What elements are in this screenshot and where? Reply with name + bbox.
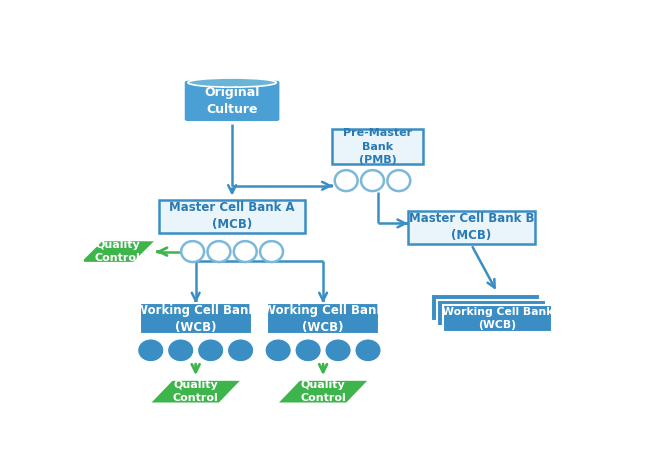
Ellipse shape — [188, 78, 276, 87]
Ellipse shape — [361, 170, 384, 191]
Text: Working Cell Bank
(WCB): Working Cell Bank (WCB) — [135, 304, 256, 333]
Text: Working Cell Bank
(WCB): Working Cell Bank (WCB) — [262, 304, 384, 333]
Ellipse shape — [168, 339, 194, 362]
Text: Quality
Control: Quality Control — [300, 380, 346, 403]
Ellipse shape — [295, 339, 321, 362]
Ellipse shape — [188, 114, 276, 124]
Ellipse shape — [265, 339, 291, 362]
Ellipse shape — [260, 241, 283, 262]
Ellipse shape — [227, 339, 254, 362]
Text: Quality
Control: Quality Control — [173, 380, 219, 403]
Ellipse shape — [387, 170, 410, 191]
Ellipse shape — [181, 241, 204, 262]
FancyBboxPatch shape — [437, 300, 546, 326]
Ellipse shape — [197, 339, 223, 362]
Ellipse shape — [234, 241, 257, 262]
FancyBboxPatch shape — [159, 200, 305, 233]
Ellipse shape — [138, 339, 164, 362]
FancyBboxPatch shape — [267, 303, 379, 334]
Text: Working Cell Bank
(WCB): Working Cell Bank (WCB) — [442, 307, 553, 330]
Text: Master Cell Bank B
(MCB): Master Cell Bank B (MCB) — [409, 212, 534, 242]
FancyBboxPatch shape — [431, 294, 540, 321]
Ellipse shape — [335, 170, 358, 191]
Polygon shape — [149, 380, 242, 404]
FancyBboxPatch shape — [140, 303, 252, 334]
Text: Quality
Control: Quality Control — [95, 240, 140, 263]
FancyBboxPatch shape — [407, 210, 535, 244]
Text: Pre-Master
Bank
(PMB): Pre-Master Bank (PMB) — [343, 128, 412, 165]
Text: Original
Culture: Original Culture — [205, 86, 260, 116]
Ellipse shape — [207, 241, 230, 262]
Text: Master Cell Bank A
(MCB): Master Cell Bank A (MCB) — [169, 201, 295, 231]
Polygon shape — [276, 380, 370, 404]
FancyBboxPatch shape — [332, 129, 423, 164]
Ellipse shape — [355, 339, 381, 362]
Polygon shape — [79, 240, 156, 263]
Ellipse shape — [325, 339, 351, 362]
FancyBboxPatch shape — [443, 305, 552, 332]
FancyBboxPatch shape — [184, 80, 280, 122]
